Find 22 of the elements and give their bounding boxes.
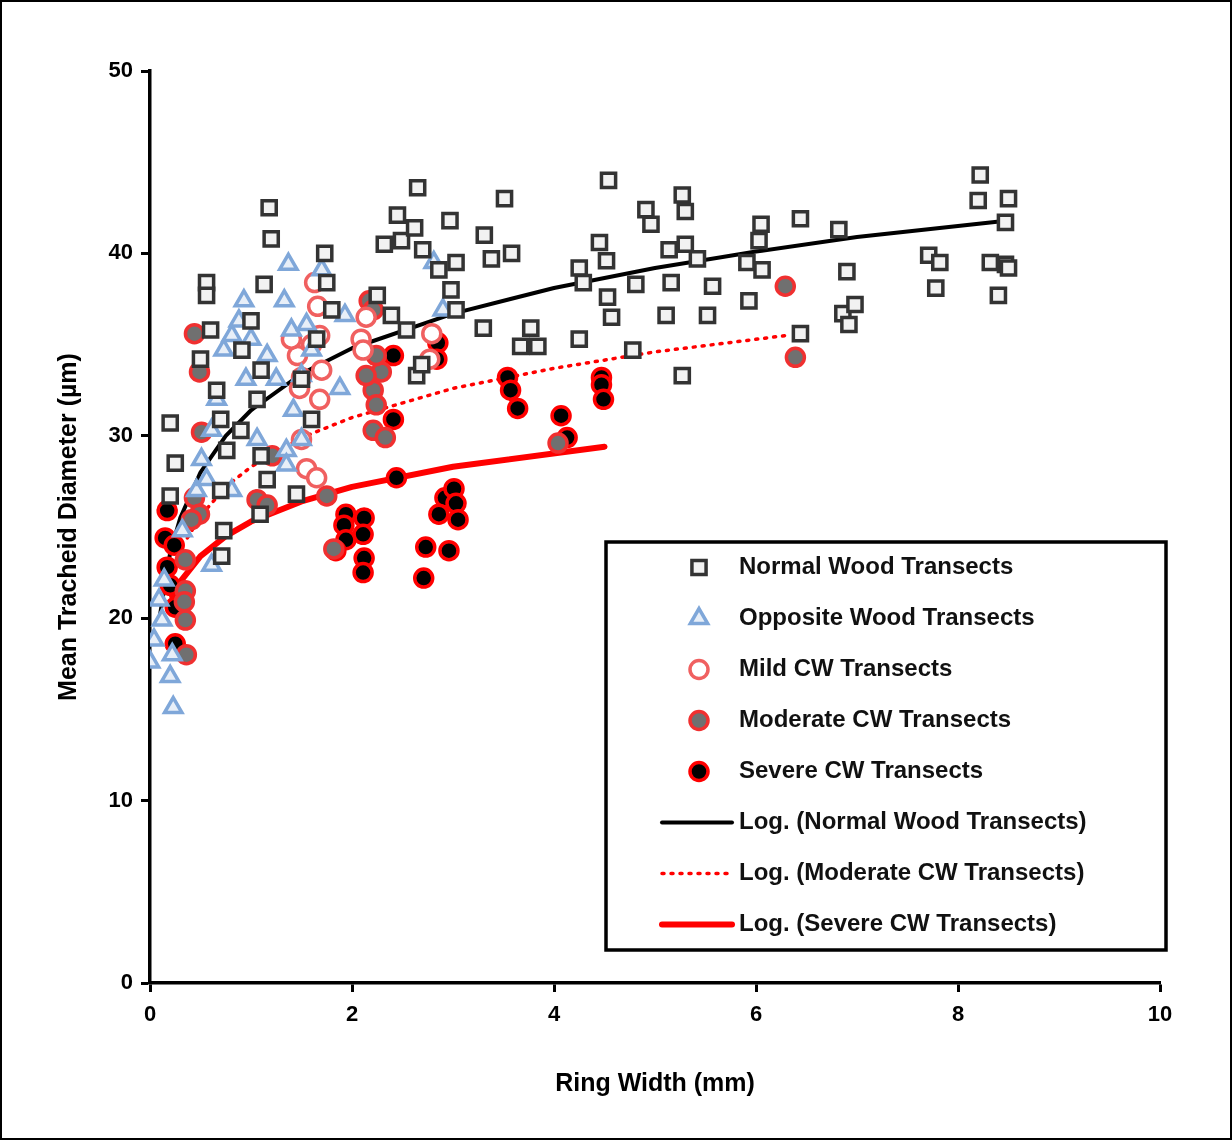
y-tick-label: 50 [108, 57, 133, 83]
legend-label: Moderate CW Transects [739, 705, 1012, 733]
x-tick-label: 0 [143, 1001, 157, 1027]
x-tick-label: 2 [345, 1001, 359, 1027]
legend-label: Log. (Severe CW Transects) [739, 909, 1057, 937]
x-axis-title: Ring Width (mm) [555, 1067, 755, 1096]
legend-label: Mild CW Transects [739, 654, 953, 682]
x-tick-label: 8 [951, 1001, 965, 1027]
x-tick-label: 4 [547, 1001, 561, 1027]
y-tick-label: 0 [120, 969, 133, 995]
legend-label: Log. (Moderate CW Transects) [739, 858, 1085, 886]
legend-label: Severe CW Transects [739, 756, 984, 784]
x-tick-label: 6 [749, 1001, 763, 1027]
legend-label: Log. (Normal Wood Transects) [739, 807, 1087, 835]
y-tick-label: 30 [108, 421, 133, 447]
y-tick-label: 40 [108, 239, 133, 265]
legend-label: Opposite Wood Transects [739, 603, 1035, 631]
legend-label: Normal Wood Transects [739, 552, 1014, 580]
y-tick-label: 20 [108, 604, 133, 630]
x-tick-label: 10 [1147, 1001, 1173, 1027]
y-tick-label: 10 [108, 786, 133, 812]
y-axis-title: Mean Tracheid Diameter (µm) [52, 353, 81, 701]
